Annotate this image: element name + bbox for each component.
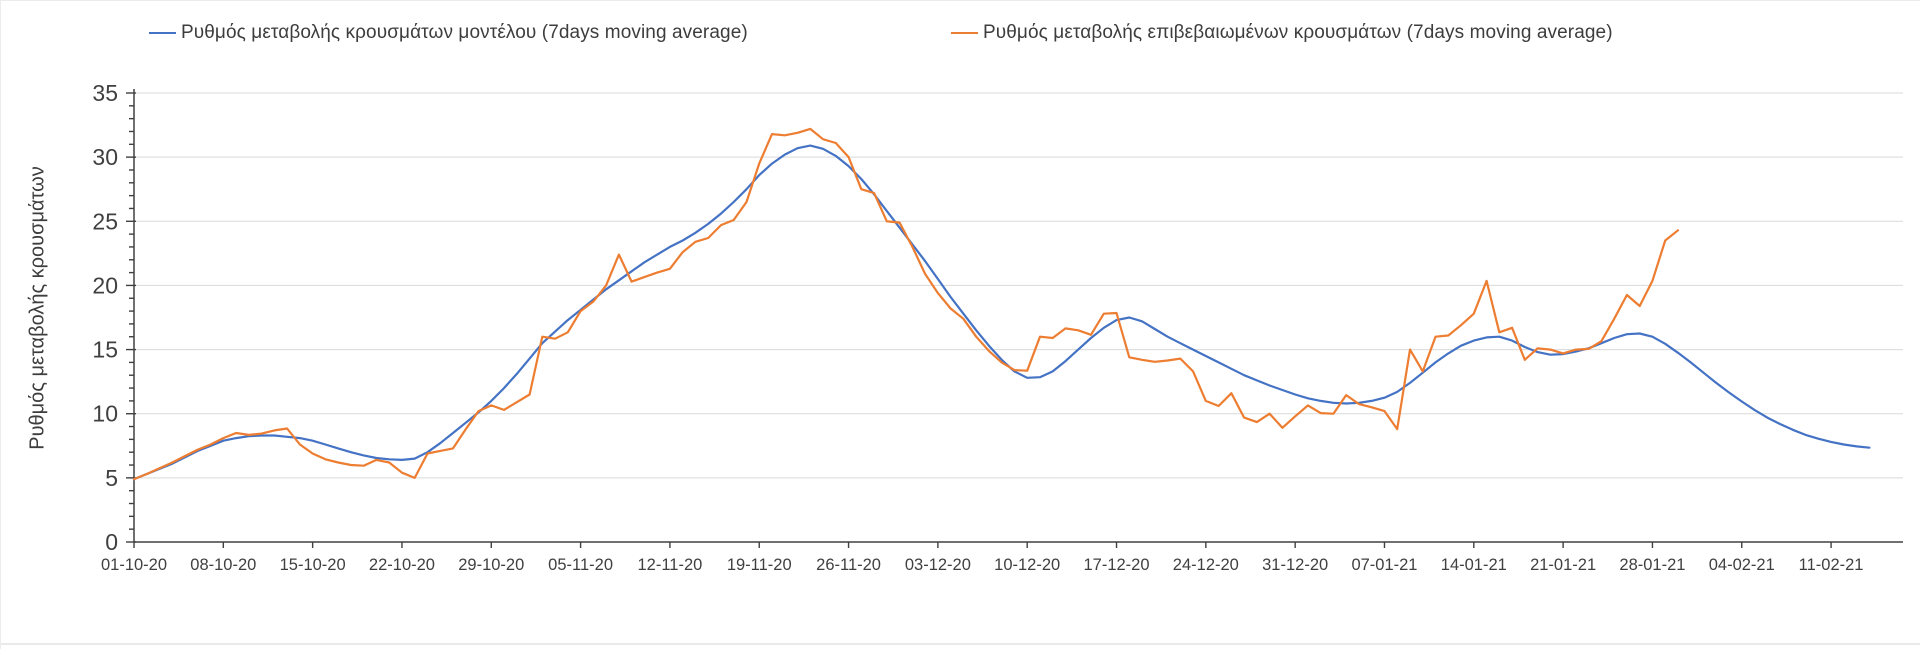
x-tick-label-15-10-20: 15-10-20 <box>280 556 346 574</box>
y-tick-label-15: 15 <box>92 337 118 363</box>
y-tick-label-25: 25 <box>92 208 118 234</box>
x-tick-label-04-02-21: 04-02-21 <box>1709 556 1775 574</box>
x-tick-label-21-01-21: 21-01-21 <box>1530 556 1596 574</box>
x-tick-label-29-10-20: 29-10-20 <box>458 556 524 574</box>
legend: Ρυθμός μεταβολής κρουσμάτων μοντέλου (7d… <box>1 1 1920 53</box>
x-tick-label-26-11-20: 26-11-20 <box>816 556 881 574</box>
x-tick-label-07-01-21: 07-01-21 <box>1351 556 1417 574</box>
x-tick-label-01-10-20: 01-10-20 <box>101 556 167 574</box>
x-tick-label-10-12-20: 10-12-20 <box>994 556 1060 574</box>
x-tick-label-14-01-21: 14-01-21 <box>1441 556 1507 574</box>
legend-item-model[interactable]: Ρυθμός μεταβολής κρουσμάτων μοντέλου (7d… <box>149 22 748 44</box>
y-tick-label-35: 35 <box>92 80 118 106</box>
y-tick-label-10: 10 <box>92 401 118 427</box>
x-tick-label-24-12-20: 24-12-20 <box>1173 556 1239 574</box>
model-series-line <box>132 144 1871 481</box>
x-tick-label-03-12-20: 03-12-20 <box>905 556 971 574</box>
x-tick-label-28-01-21: 28-01-21 <box>1619 556 1685 574</box>
bottom-divider <box>1 643 1920 645</box>
legend-item-confirmed[interactable]: Ρυθμός μεταβολής επιβεβαιωμένων κρουσμάτ… <box>951 22 1613 44</box>
x-tick-label-22-10-20: 22-10-20 <box>369 556 435 574</box>
y-tick-label-30: 30 <box>92 144 118 170</box>
x-tick-label-12-11-20: 12-11-20 <box>638 556 703 574</box>
legend-line-sample-confirmed <box>951 31 978 35</box>
confirmed-series-line <box>132 127 1680 481</box>
legend-label-confirmed: Ρυθμός μεταβολής επιβεβαιωμένων κρουσμάτ… <box>983 22 1613 43</box>
legend-label-model: Ρυθμός μεταβολής κρουσμάτων μοντέλου (7d… <box>181 22 748 43</box>
x-tick-label-17-12-20: 17-12-20 <box>1083 556 1149 574</box>
x-tick-label-31-12-20: 31-12-20 <box>1262 556 1328 574</box>
x-tick-label-08-10-20: 08-10-20 <box>190 556 256 574</box>
x-tick-label-11-02-21: 11-02-21 <box>1799 556 1864 574</box>
y-tick-label-5: 5 <box>105 465 118 491</box>
y-tick-label-0: 0 <box>105 529 118 555</box>
x-tick-label-19-11-20: 19-11-20 <box>727 556 792 574</box>
x-tick-label-05-11-20: 05-11-20 <box>548 556 613 574</box>
y-tick-label-20: 20 <box>92 272 118 298</box>
legend-line-sample-model <box>149 31 176 35</box>
